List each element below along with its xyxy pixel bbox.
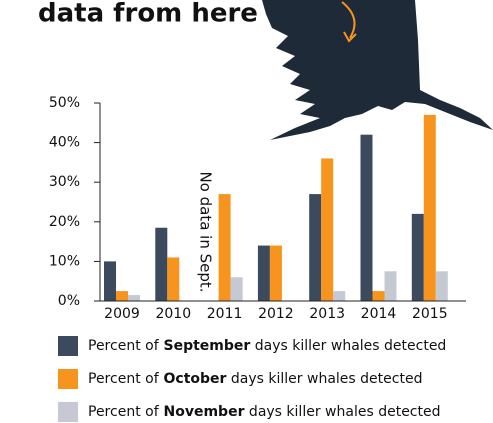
bar <box>218 194 231 301</box>
legend-word: of <box>141 338 160 354</box>
x-tick-label: 2009 <box>104 306 140 322</box>
legend-label: Percent of October days killer whales de… <box>88 371 422 387</box>
arrow <box>341 1 356 39</box>
legend-swatch <box>58 402 78 422</box>
bar <box>128 295 140 301</box>
legend-word: days <box>244 404 282 420</box>
bar <box>372 291 385 301</box>
legend-word: detected <box>374 404 441 420</box>
legend-word: killer <box>264 371 303 387</box>
bar <box>333 291 346 301</box>
arrow-head <box>343 31 357 43</box>
legend-word: Percent <box>88 338 141 354</box>
x-tick-label: 2014 <box>361 306 397 322</box>
legend-swatch <box>58 369 78 389</box>
legend-word: whales <box>303 371 356 387</box>
plot: 0% 10% 20% 30% 40% 50% 2009 2010 2011 2012 2013 201… <box>49 95 448 422</box>
bar <box>155 227 168 301</box>
y-tick-label: 10% <box>49 253 80 269</box>
legend-word: days <box>250 338 288 354</box>
legend-word: killer <box>288 338 327 354</box>
y-tick-label: 50% <box>49 95 80 111</box>
bar <box>167 257 180 301</box>
legend-word: detected <box>356 371 423 387</box>
legend-word: October <box>159 371 227 387</box>
legend-word: of <box>141 371 160 387</box>
annotation: No data in Sept. <box>197 171 215 292</box>
bar <box>230 277 243 301</box>
alaska-map <box>262 0 493 140</box>
legend-word: September <box>159 338 251 354</box>
bar <box>104 261 116 301</box>
legend-label: Percent of November days killer whales d… <box>88 404 441 420</box>
bar <box>269 245 282 301</box>
bar <box>309 194 322 301</box>
x-tick-label: 2013 <box>309 306 345 322</box>
bar <box>257 245 270 301</box>
bar <box>435 271 448 301</box>
y-tick-label: 0% <box>58 293 80 309</box>
legend-word: November <box>159 404 245 420</box>
bar <box>423 114 436 301</box>
legend-word: Percent <box>88 404 141 420</box>
legend-word: Percent <box>88 371 141 387</box>
x-tick-label: 2012 <box>258 306 294 322</box>
y-tick-label: 40% <box>49 135 80 151</box>
legend-word: detected <box>380 338 447 354</box>
legend-word: days <box>226 371 264 387</box>
x-tick-label: 2011 <box>207 306 243 322</box>
bar <box>384 271 397 301</box>
legend-word: whales <box>326 338 379 354</box>
legend-word: of <box>141 404 160 420</box>
x-tick-label: 2010 <box>155 306 191 322</box>
x-tick-label: 2015 <box>412 306 448 322</box>
legend-word: killer <box>282 404 321 420</box>
bar <box>360 134 373 301</box>
legend-label: Percent of September days killer whales … <box>88 338 446 354</box>
y-tick-label: 20% <box>49 214 80 230</box>
bar <box>116 291 128 301</box>
bar <box>411 213 424 301</box>
bar <box>321 158 334 301</box>
legend-swatch <box>58 336 78 356</box>
chart-title: data from here <box>38 0 258 29</box>
legend-word: whales <box>321 404 374 420</box>
y-tick-label: 30% <box>49 174 80 190</box>
